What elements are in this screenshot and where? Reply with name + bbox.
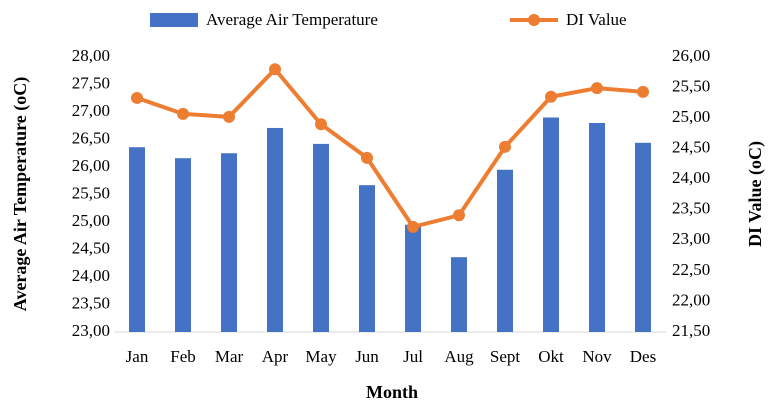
y-tick-label: 27,00: [72, 101, 110, 120]
bar: [175, 158, 191, 332]
y2-tick-label: 25,50: [672, 76, 710, 95]
bar: [129, 147, 145, 332]
x-tick-label: Aug: [444, 347, 474, 366]
bar: [589, 123, 605, 332]
bar: [635, 142, 651, 332]
bar: [451, 257, 467, 332]
point: [591, 82, 603, 95]
y-tick-label: 24,50: [72, 238, 110, 257]
y-tick-label: 24,00: [72, 266, 110, 285]
point: [315, 118, 327, 131]
y-tick-label: 23,00: [72, 321, 110, 340]
point: [407, 220, 419, 233]
y-axis-title: Average Air Temperature (oC): [10, 77, 31, 311]
legend-label: Average Air Temperature: [206, 10, 378, 29]
y2-tick-label: 23,00: [672, 229, 710, 248]
point: [177, 107, 189, 120]
y2-tick-label: 26,00: [672, 46, 710, 65]
x-tick-label: Des: [630, 347, 656, 366]
point: [545, 90, 557, 103]
legend-swatch: [528, 14, 540, 26]
point: [269, 63, 281, 76]
y2-tick-label: 24,50: [672, 138, 710, 157]
point: [499, 140, 511, 153]
bar: [497, 169, 513, 332]
y2-tick-label: 22,00: [672, 290, 710, 309]
y-tick-label: 23,50: [72, 293, 110, 312]
y-tick-label: 25,50: [72, 183, 110, 202]
x-tick-label: May: [305, 347, 337, 366]
point: [637, 85, 649, 98]
y-tick-label: 26,50: [72, 128, 110, 147]
bar: [313, 143, 329, 332]
bar: [543, 117, 559, 332]
x-tick-label: Sept: [490, 347, 521, 366]
y2-tick-label: 21,50: [672, 321, 710, 340]
y2-tick-label: 24,00: [672, 168, 710, 187]
point: [223, 110, 235, 123]
y-tick-label: 28,00: [72, 46, 110, 65]
x-tick-label: Nov: [582, 347, 612, 366]
y-tick-label: 25,00: [72, 211, 110, 230]
legend-label: DI Value: [566, 10, 627, 29]
legend-swatch: [150, 13, 198, 27]
y-tick-label: 26,00: [72, 156, 110, 175]
point: [361, 151, 373, 164]
x-tick-label: Jul: [403, 347, 423, 366]
point: [453, 209, 465, 222]
x-tick-label: Mar: [215, 347, 244, 366]
y2-tick-label: 25,00: [672, 107, 710, 126]
bar: [405, 224, 421, 332]
x-tick-label: Jan: [126, 347, 149, 366]
y2-axis-title: DI Value (oC): [745, 141, 766, 247]
line: [136, 66, 644, 230]
x-axis-title: Month: [366, 382, 418, 402]
x-tick-label: Jun: [355, 347, 379, 366]
bar: [221, 153, 237, 332]
x-tick-label: Apr: [262, 347, 289, 366]
x-tick-label: Okt: [538, 347, 564, 366]
y2-tick-label: 22,50: [672, 260, 710, 279]
x-tick-label: Feb: [170, 347, 196, 366]
point: [131, 91, 143, 104]
bar: [359, 185, 375, 332]
bar: [267, 127, 283, 332]
y2-tick-label: 23,50: [672, 199, 710, 218]
y-tick-label: 27,50: [72, 73, 110, 92]
